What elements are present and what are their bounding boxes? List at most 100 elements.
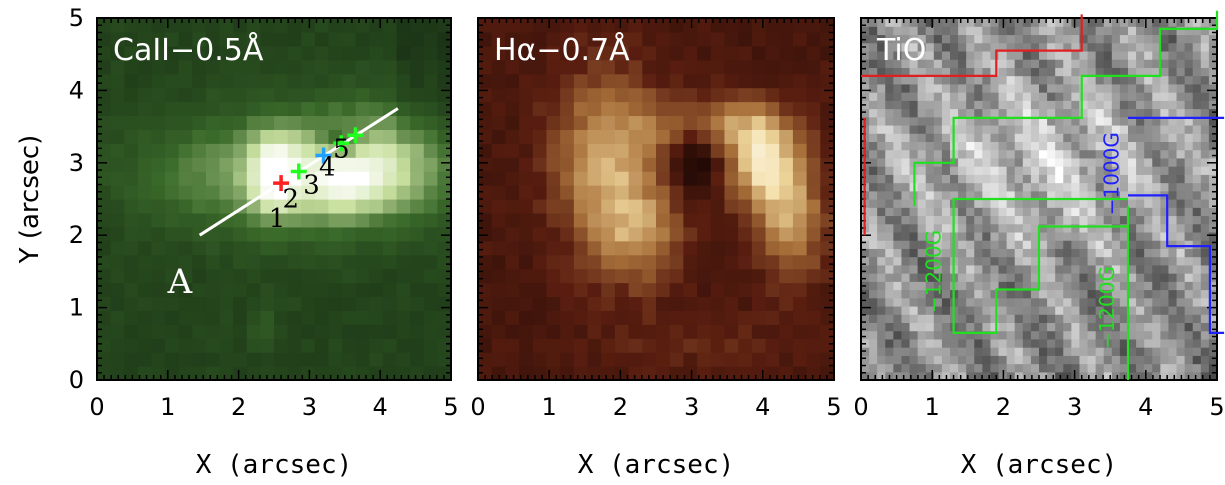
heatmap-cell <box>1136 371 1145 381</box>
heatmap-cell <box>1168 289 1178 299</box>
heatmap-cell <box>587 282 602 298</box>
heatmap-cell <box>990 92 1000 101</box>
heatmap-cell <box>1160 166 1170 175</box>
heatmap-cell <box>998 231 1008 241</box>
heatmap-cell <box>423 310 438 325</box>
heatmap-cell <box>287 296 302 311</box>
heatmap-cell <box>1192 92 1202 101</box>
heatmap-cell <box>990 281 1000 291</box>
heatmap-cell <box>205 324 221 339</box>
heatmap-cell <box>642 254 657 270</box>
panel-tio: 0 1 2 3 4 5X (arcsec)TiO−1000G−1200G −1200G <box>853 10 1225 480</box>
heatmap-cell <box>165 324 180 339</box>
heatmap-cell <box>966 190 975 200</box>
heatmap-cell <box>1200 199 1210 208</box>
heatmap-cell <box>765 212 780 228</box>
heatmap-cell <box>137 18 153 33</box>
heatmap-cell <box>982 67 992 77</box>
heatmap-cell <box>1095 314 1105 324</box>
heatmap-cell <box>642 115 657 130</box>
heatmap-cell <box>1184 157 1194 167</box>
heatmap-cell <box>355 59 370 75</box>
heatmap-cell <box>1030 116 1040 126</box>
heatmap-cell <box>710 226 726 242</box>
heatmap-cell <box>382 143 398 158</box>
heatmap-cell <box>192 310 207 325</box>
heatmap-cell <box>974 42 983 52</box>
heatmap-cell <box>382 31 398 47</box>
heatmap-cell <box>1022 289 1032 299</box>
heatmap-cell <box>1079 289 1089 299</box>
heatmap-cell <box>396 296 411 311</box>
heatmap-cell <box>519 226 534 242</box>
heatmap-cell <box>877 141 886 151</box>
heatmap-cell <box>1184 116 1194 126</box>
heatmap-cell <box>1063 240 1072 249</box>
heatmap-cell <box>1136 174 1145 184</box>
heatmap-cell <box>933 133 943 143</box>
heatmap-cell <box>950 67 959 77</box>
heatmap-cell <box>110 115 125 130</box>
heatmap-cell <box>1103 92 1113 101</box>
heatmap-cell <box>1176 207 1186 217</box>
heatmap-cell <box>546 366 561 381</box>
heatmap-cell <box>342 254 357 270</box>
heatmap-cell <box>355 199 370 214</box>
heatmap-cell <box>192 87 207 103</box>
heatmap-cell <box>738 366 753 381</box>
heatmap-cell <box>355 143 370 158</box>
heatmap-cell <box>601 157 616 172</box>
heatmap-cell <box>178 31 193 47</box>
heatmap-cell <box>369 296 384 311</box>
heatmap-cell <box>246 143 261 158</box>
heatmap-cell <box>820 254 835 270</box>
heatmap-cell <box>1152 338 1161 348</box>
heatmap-cell <box>950 355 959 365</box>
heatmap-cell <box>966 281 975 291</box>
heatmap-cell <box>369 366 384 381</box>
heatmap-cell <box>917 305 927 315</box>
heatmap-cell <box>97 226 112 242</box>
heatmap-cell <box>628 296 643 311</box>
heatmap-cell <box>966 166 975 175</box>
heatmap-cell <box>396 45 411 61</box>
heatmap-cell <box>1184 26 1194 36</box>
heatmap-cell <box>1095 83 1105 93</box>
heatmap-cell <box>1006 182 1016 192</box>
heatmap-cell <box>869 92 878 101</box>
heatmap-cell <box>1079 75 1089 85</box>
heatmap-cell <box>328 45 343 61</box>
heatmap-cell <box>382 199 398 214</box>
heatmap-cell <box>369 212 384 228</box>
heatmap-cell <box>990 133 1000 143</box>
heatmap-cell <box>437 296 452 311</box>
heatmap-cell <box>1006 273 1016 282</box>
heatmap-cell <box>1111 281 1121 291</box>
heatmap-cell <box>1144 50 1153 60</box>
heatmap-cell <box>1063 297 1072 307</box>
heatmap-cell <box>1006 157 1016 167</box>
heatmap-cell <box>1039 166 1048 175</box>
heatmap-cell <box>877 314 886 324</box>
heatmap-cell <box>751 296 767 311</box>
heatmap-cell <box>546 212 561 228</box>
heatmap-cell <box>1176 100 1186 110</box>
heatmap-cell <box>1192 67 1202 77</box>
heatmap-cell <box>205 366 221 381</box>
heatmap-cell <box>532 199 548 214</box>
heatmap-cell <box>165 296 180 311</box>
heatmap-cell <box>1006 264 1016 274</box>
heatmap-cell <box>192 115 207 130</box>
heatmap-cell <box>1022 75 1032 85</box>
heatmap-cell <box>1128 363 1137 373</box>
heatmap-cell <box>1006 281 1016 291</box>
heatmap-cell <box>478 254 493 270</box>
heatmap-cell <box>683 18 698 33</box>
heatmap-cell <box>614 310 630 325</box>
heatmap-cell <box>1047 273 1056 282</box>
heatmap-cell <box>669 129 684 144</box>
heatmap-cell <box>1119 273 1129 282</box>
heatmap-cell <box>869 149 878 159</box>
heatmap-cell <box>178 59 193 75</box>
heatmap-cell <box>560 171 575 186</box>
